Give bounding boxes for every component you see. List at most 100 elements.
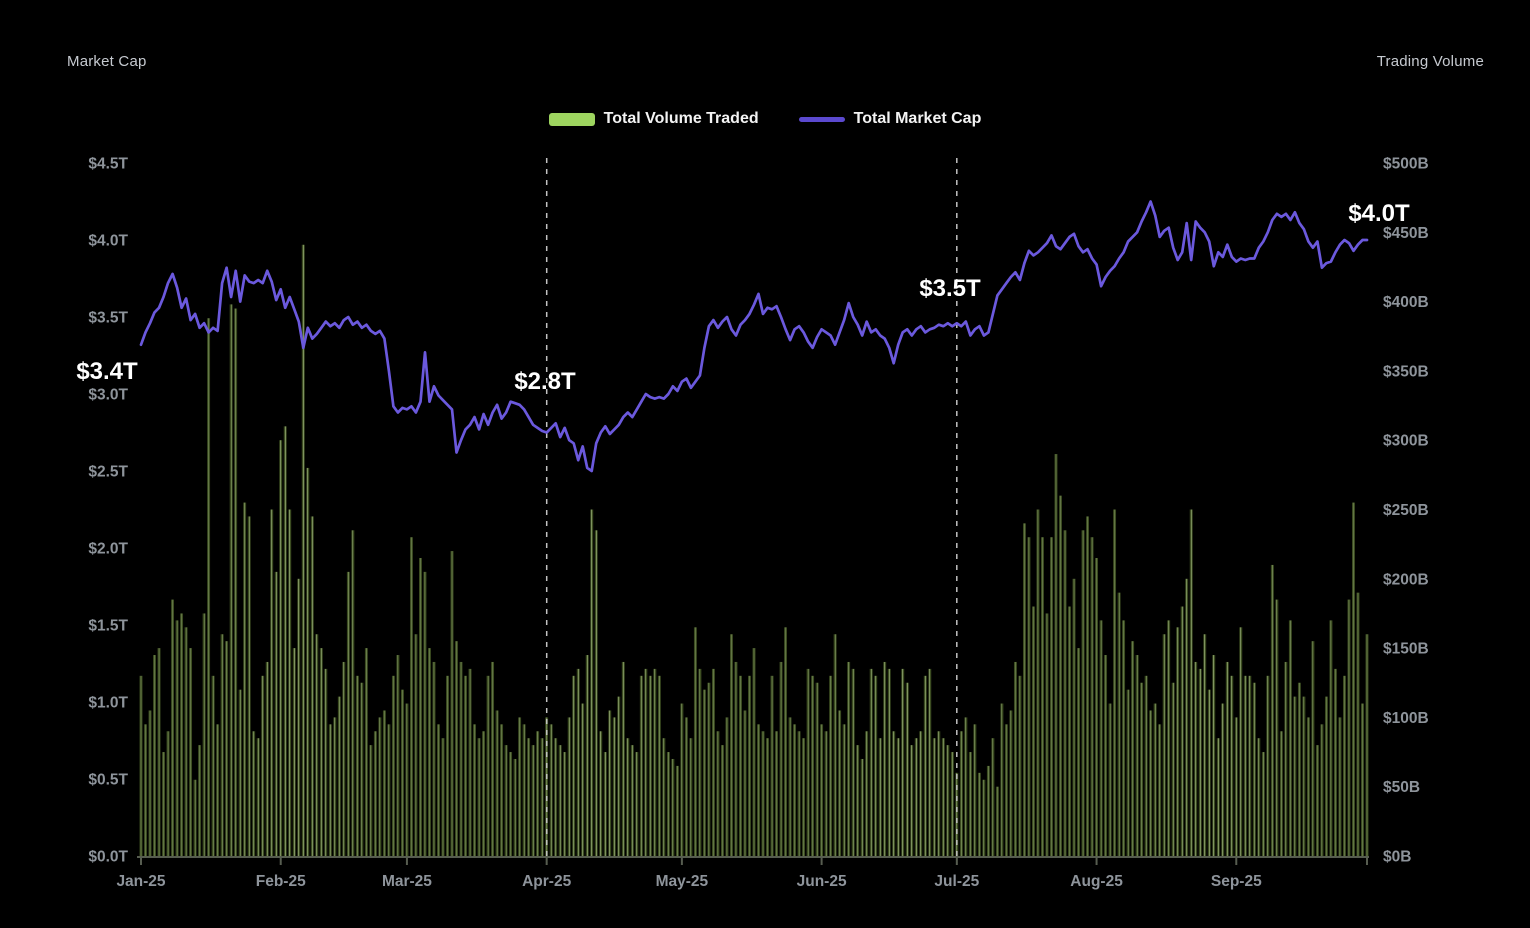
volume-bar[interactable] — [459, 661, 463, 856]
volume-bar[interactable] — [1171, 682, 1175, 856]
volume-bar[interactable] — [563, 752, 567, 856]
volume-bar[interactable] — [869, 668, 873, 856]
volume-bar[interactable] — [1352, 502, 1355, 856]
volume-bar[interactable] — [1086, 516, 1089, 856]
volume-bar[interactable] — [1194, 661, 1198, 856]
volume-bar[interactable] — [455, 641, 458, 856]
volume-bar[interactable] — [657, 675, 661, 856]
volume-bar[interactable] — [400, 689, 404, 856]
volume-bar[interactable] — [193, 779, 197, 856]
volume-bar[interactable] — [653, 668, 657, 856]
volume-bar[interactable] — [500, 724, 504, 856]
volume-bar[interactable] — [234, 308, 238, 856]
volume-bar[interactable] — [1293, 696, 1297, 856]
volume-bar[interactable] — [1230, 675, 1234, 856]
volume-bar[interactable] — [973, 724, 977, 856]
volume-bar[interactable] — [838, 710, 842, 856]
volume-bar[interactable] — [1288, 620, 1292, 856]
volume-bar[interactable] — [770, 675, 774, 856]
volume-bar[interactable] — [1113, 509, 1117, 857]
volume-bar[interactable] — [585, 655, 589, 856]
volume-bar[interactable] — [986, 765, 990, 856]
volume-bar[interactable] — [1027, 537, 1031, 856]
volume-bar[interactable] — [315, 634, 319, 856]
volume-bar[interactable] — [360, 682, 364, 856]
volume-bar[interactable] — [369, 745, 373, 856]
volume-bar[interactable] — [1198, 668, 1202, 856]
volume-bar[interactable] — [180, 613, 184, 856]
volume-bar[interactable] — [1176, 627, 1180, 856]
volume-bar[interactable] — [968, 752, 972, 856]
volume-bar[interactable] — [1361, 703, 1364, 856]
volume-bar[interactable] — [247, 516, 251, 856]
volume-bar[interactable] — [748, 675, 751, 856]
volume-bar[interactable] — [680, 703, 684, 856]
volume-bar[interactable] — [581, 703, 585, 856]
volume-bar[interactable] — [1068, 606, 1071, 856]
volume-bar[interactable] — [941, 738, 945, 856]
volume-bar[interactable] — [554, 738, 558, 856]
volume-bar[interactable] — [437, 724, 440, 856]
volume-bar[interactable] — [1216, 738, 1220, 856]
volume-bar[interactable] — [238, 689, 242, 856]
volume-bar[interactable] — [689, 738, 693, 856]
volume-bar[interactable] — [1365, 634, 1369, 856]
volume-bar[interactable] — [829, 675, 833, 856]
volume-bar[interactable] — [806, 668, 810, 856]
volume-bar[interactable] — [914, 738, 918, 856]
volume-bar[interactable] — [1334, 668, 1337, 856]
volume-bar[interactable] — [995, 786, 999, 856]
volume-bar[interactable] — [950, 752, 954, 856]
volume-bar[interactable] — [288, 509, 292, 857]
volume-bar[interactable] — [243, 502, 247, 856]
volume-bar[interactable] — [977, 772, 981, 856]
volume-bar[interactable] — [391, 675, 395, 856]
volume-bar[interactable] — [621, 661, 625, 856]
volume-bar[interactable] — [725, 717, 729, 856]
volume-bar[interactable] — [666, 752, 670, 856]
volume-bar[interactable] — [784, 627, 787, 856]
volume-bar[interactable] — [1185, 578, 1189, 856]
volume-bar[interactable] — [1243, 675, 1247, 856]
volume-bar[interactable] — [847, 661, 851, 856]
volume-bar[interactable] — [675, 765, 679, 856]
volume-bar[interactable] — [919, 731, 923, 856]
volume-bar[interactable] — [1162, 634, 1166, 856]
volume-bar[interactable] — [1004, 724, 1008, 856]
volume-bar[interactable] — [630, 745, 634, 856]
volume-bar[interactable] — [216, 724, 220, 856]
volume-bar[interactable] — [270, 509, 274, 857]
volume-bar[interactable] — [1221, 703, 1225, 856]
volume-bar[interactable] — [333, 717, 337, 856]
volume-bar[interactable] — [1324, 696, 1328, 856]
volume-bar[interactable] — [423, 571, 427, 856]
volume-bar[interactable] — [382, 710, 386, 856]
volume-bar[interactable] — [644, 668, 648, 856]
volume-bar[interactable] — [549, 724, 553, 856]
volume-bar[interactable] — [1077, 648, 1080, 856]
volume-bar[interactable] — [1261, 752, 1265, 856]
volume-bar[interactable] — [396, 655, 400, 856]
volume-bar[interactable] — [892, 731, 896, 856]
volume-bar[interactable] — [450, 551, 454, 856]
volume-bar[interactable] — [991, 738, 995, 856]
volume-bar[interactable] — [1225, 661, 1229, 856]
volume-bar[interactable] — [1117, 592, 1121, 856]
volume-bar[interactable] — [1207, 689, 1211, 856]
volume-bar[interactable] — [1013, 661, 1017, 856]
volume-bar[interactable] — [1234, 717, 1238, 856]
volume-bar[interactable] — [693, 627, 697, 856]
volume-bar[interactable] — [1320, 724, 1324, 856]
volume-bar[interactable] — [923, 675, 927, 856]
volume-bar[interactable] — [734, 661, 738, 856]
volume-bar[interactable] — [757, 724, 760, 856]
volume-bar[interactable] — [252, 731, 256, 856]
volume-bar[interactable] — [364, 648, 368, 856]
volume-bar[interactable] — [1032, 606, 1035, 856]
volume-bar[interactable] — [752, 648, 756, 856]
volume-bar[interactable] — [1203, 634, 1207, 856]
volume-bar[interactable] — [477, 738, 481, 856]
volume-bar[interactable] — [1315, 745, 1319, 856]
volume-bar[interactable] — [955, 772, 959, 856]
volume-bar[interactable] — [409, 537, 413, 856]
